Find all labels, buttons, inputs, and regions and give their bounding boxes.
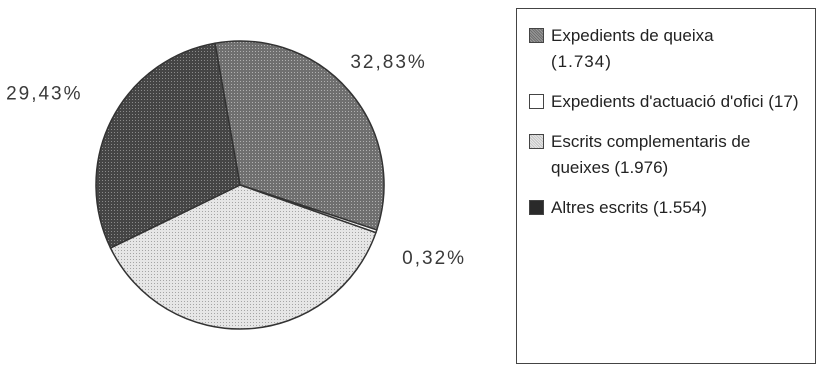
pie-slice-3: [95, 42, 241, 250]
legend-swatch-expedients-ofici: [529, 94, 544, 109]
legend-count-expedients-queixa: (1.734): [551, 52, 612, 71]
legend-swatch-expedients-queixa: [529, 28, 544, 43]
legend-swatch-altres-escrits: [529, 200, 544, 215]
pie-svg: 32,83%0,32%37,42%29,43%: [6, 40, 466, 384]
legend-item-expedients-queixa: Expedients de queixa (1.734): [529, 23, 805, 75]
legend-item-altres-escrits: Altres escrits (1.554): [529, 195, 805, 221]
legend-count-altres-escrits: (1.554): [653, 198, 707, 217]
legend-swatch-escrits-complementaris: [529, 134, 544, 149]
pie-label-0: 32,83%: [350, 52, 426, 73]
legend-item-expedients-ofici: Expedients d'actuació d'ofici (17): [529, 89, 805, 115]
pie-slice-0: [214, 40, 385, 231]
pie-label-1: 0,32%: [402, 248, 466, 269]
legend-item-escrits-complementaris: Escrits complementaris de queixes (1.976…: [529, 129, 805, 181]
pie-slices: [95, 40, 385, 330]
legend: Expedients de queixa (1.734) Expedients …: [516, 8, 816, 364]
legend-label-expedients-queixa: Expedients de queixa: [551, 26, 714, 45]
legend-count-expedients-ofici: (17): [768, 92, 799, 111]
legend-label-altres-escrits: Altres escrits: [551, 198, 649, 217]
pie-slice-2: [109, 184, 377, 330]
legend-count-escrits-complementaris: (1.976): [614, 158, 669, 177]
legend-label-escrits-complementaris: Escrits complementaris de queixes: [551, 132, 751, 177]
legend-label-expedients-ofici: Expedients d'actuació d'ofici: [551, 92, 764, 111]
pie-label-3: 29,43%: [6, 83, 82, 104]
